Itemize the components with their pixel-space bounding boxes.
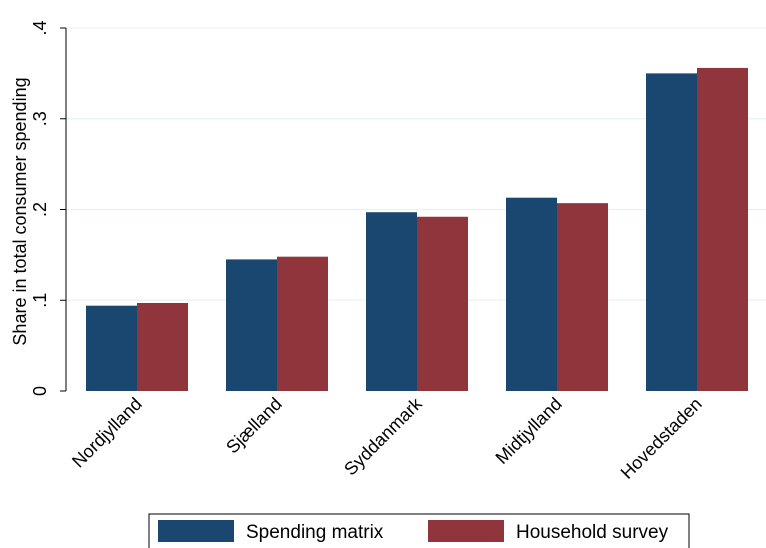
bar-spending-matrix bbox=[226, 259, 277, 391]
legend-label: Spending matrix bbox=[246, 522, 384, 543]
bar-household-survey bbox=[137, 302, 188, 391]
x-category-label: Nordjylland bbox=[68, 394, 146, 472]
x-category-label: Midtjylland bbox=[492, 394, 566, 468]
y-tick-label: 0 bbox=[30, 386, 50, 396]
legend: Spending matrix Household survey bbox=[148, 513, 690, 548]
bar-household-survey bbox=[557, 203, 608, 391]
bar-household-survey bbox=[417, 216, 468, 391]
y-axis-title: Share in total consumer spending bbox=[10, 77, 30, 345]
bar-spending-matrix bbox=[86, 305, 137, 391]
bar-household-survey bbox=[697, 67, 748, 392]
x-category-label: Hovedstaden bbox=[617, 394, 706, 483]
bar-spending-matrix bbox=[366, 212, 417, 391]
y-tick-label: .2 bbox=[30, 202, 50, 217]
legend-label: Household survey bbox=[516, 522, 669, 543]
bar-spending-matrix bbox=[646, 73, 697, 391]
bar-spending-matrix bbox=[506, 197, 557, 391]
bars bbox=[86, 67, 748, 392]
x-category-label: Syddanmark bbox=[340, 393, 426, 479]
bar-household-survey bbox=[277, 256, 328, 391]
legend-swatch bbox=[158, 520, 234, 542]
y-axis-ticks: 0 .1 .2 .3 .4 bbox=[30, 20, 66, 396]
y-tick-label: .1 bbox=[30, 293, 50, 308]
x-axis-labels: Nordjylland Sjælland Syddanmark Midtjylland… bbox=[68, 393, 706, 483]
y-tick-label: .4 bbox=[30, 20, 50, 35]
legend-box bbox=[148, 513, 690, 548]
y-tick-label: .3 bbox=[30, 111, 50, 126]
x-category-label: Sjælland bbox=[222, 394, 286, 458]
legend-swatch bbox=[428, 520, 504, 542]
